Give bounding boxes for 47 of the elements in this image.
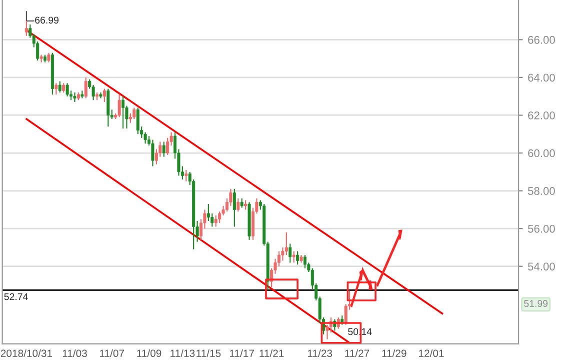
y-tick-label: 58.00 [528,187,555,195]
x-tick-label: 11/07 [100,349,124,358]
x-tick-label: 11/13 [170,349,195,358]
candlestick [73,92,76,103]
candlestick [84,76,88,99]
candlestick [214,214,218,228]
candlestick [47,52,50,63]
candlestick [296,250,300,266]
candlestick [54,82,58,96]
ref-line-label: 52.74 [4,293,28,300]
y-tick-label: 66.00 [528,36,555,44]
candlestick [132,107,136,120]
candlestick [122,96,125,130]
x-tick-label: 2018/10/31 [0,349,52,358]
x-tick-label: 12/01 [419,349,444,358]
text: 51.99 [524,300,548,307]
candlestick [62,82,66,94]
candlestick [244,200,248,210]
candlestick [151,139,154,167]
candlestick [292,250,296,264]
candlestick [136,107,140,135]
candlestick [58,80,62,94]
x-tick-label: 11/15 [196,349,221,358]
candlestick [102,88,106,103]
x-tick-label: 11/21 [260,349,284,358]
candlestick [240,198,244,208]
x-tick-label: 11/27 [345,349,370,358]
candlestick [184,169,188,182]
y-tick-label: 64.00 [528,74,555,82]
candlestick [288,243,292,264]
x-tick-label: 11/17 [230,349,254,358]
x-tick-label: 11/29 [382,349,406,358]
candlestick [162,141,166,158]
candlestick [303,254,306,269]
candlestick [24,20,28,36]
y-tick-label: 62.00 [528,111,555,120]
y-tick-label: 60.00 [528,149,555,158]
candlestick [118,94,121,118]
candlestick [232,188,236,228]
candlestick [236,198,240,212]
x-tick-label: 11/23 [308,349,332,358]
x-tick-label: 11/09 [137,349,162,358]
candlestick [66,82,69,97]
y-tick-label: 56.00 [528,224,555,233]
annotation: 66.99 [35,16,58,24]
y-tick-label: 54.00 [528,262,555,270]
x-tick-label: 11/03 [62,349,87,358]
